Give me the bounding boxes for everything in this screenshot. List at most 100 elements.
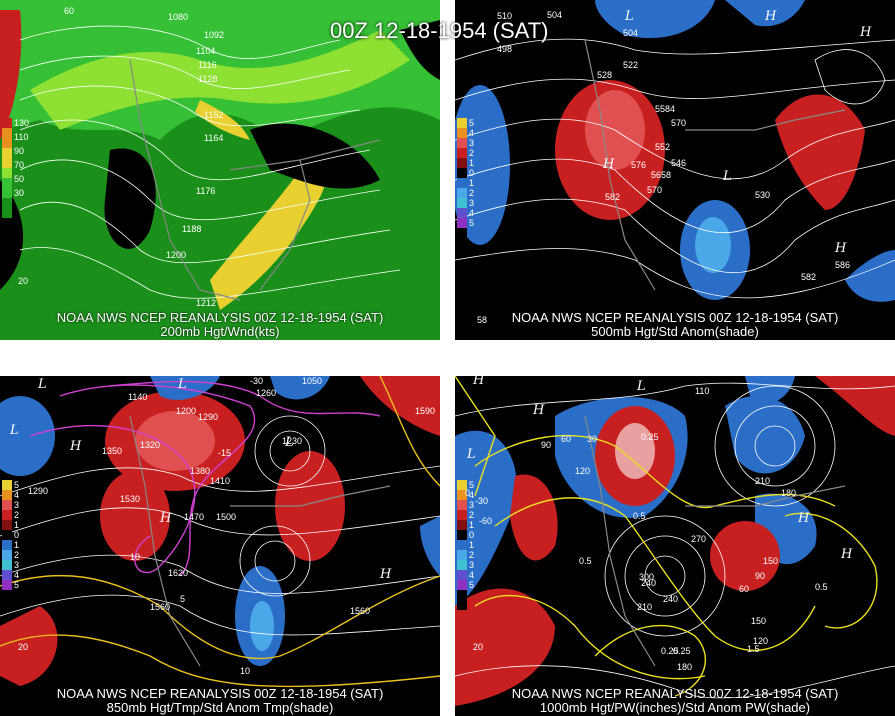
contour-value-label: 1200 bbox=[166, 250, 187, 260]
anom-negative-central bbox=[725, 396, 805, 474]
legend-label: 1 bbox=[469, 540, 475, 550]
contour-value-label: 1260 bbox=[256, 388, 277, 398]
wind-band-70 bbox=[30, 30, 410, 130]
low-marker: L bbox=[636, 379, 646, 394]
contour-value-label: 0.25 bbox=[641, 432, 659, 442]
legend-label: 0 bbox=[469, 168, 475, 178]
anom-negative-west bbox=[0, 396, 55, 476]
map-850mb: L L H L H L H bbox=[0, 376, 440, 716]
caption-field: 500mb Hgt/Std Anom(shade) bbox=[591, 324, 759, 339]
height-contours bbox=[0, 415, 440, 636]
contour-value-label: 552 bbox=[655, 142, 671, 152]
contour-value-label: 570 bbox=[671, 118, 687, 128]
contour-value-label: 1200 bbox=[176, 406, 197, 416]
legend-label: 4 bbox=[14, 490, 20, 500]
contour-value-label: 240 bbox=[641, 578, 657, 588]
contour-value-label: 150 bbox=[751, 616, 767, 626]
temperature-contours-warm bbox=[0, 376, 440, 688]
high-marker: H bbox=[532, 403, 545, 418]
legend-label: 130 bbox=[14, 118, 30, 128]
temperature-contours bbox=[29, 380, 381, 577]
contour-value-label: 110 bbox=[695, 386, 710, 396]
legend-label: 3 bbox=[469, 560, 475, 570]
map-1000mb: L H L H H H bbox=[455, 376, 895, 716]
low-marker: L bbox=[722, 169, 732, 184]
legend-label: 70 bbox=[14, 160, 25, 170]
contour-value-label: 1188 bbox=[182, 224, 202, 234]
contour-value-label: 504 bbox=[547, 10, 563, 20]
low-marker: L bbox=[466, 447, 476, 462]
contour-value-label: -15 bbox=[218, 448, 232, 458]
contour-value-label: 510 bbox=[497, 11, 513, 21]
height-contours bbox=[19, 25, 401, 299]
anom-positive-southwest bbox=[455, 588, 555, 706]
contour-value-label: 1560 bbox=[350, 606, 371, 616]
contour-value-label: 582 bbox=[801, 272, 817, 282]
legend-label: 1 bbox=[469, 520, 475, 530]
legend-label: 4 bbox=[469, 490, 475, 500]
contour-value-label: 1230 bbox=[282, 436, 303, 446]
contour-value-label: 1092 bbox=[204, 30, 225, 40]
legend-label: 4 bbox=[469, 128, 475, 138]
anom-positive-central bbox=[275, 451, 345, 561]
anom-negative-north bbox=[595, 0, 715, 39]
contour-value-label: 1620 bbox=[168, 568, 189, 578]
legend-label: 3 bbox=[469, 198, 475, 208]
low-marker: L bbox=[177, 377, 187, 392]
page-title: 00Z 12-18-1954 (SAT) bbox=[330, 18, 549, 43]
legend-label: 0 bbox=[14, 530, 20, 540]
contour-value-label: 0.5 bbox=[579, 556, 592, 566]
height-contours bbox=[455, 382, 895, 699]
legend-label: 5 bbox=[469, 118, 475, 128]
wind-legend bbox=[2, 118, 12, 258]
map-500mb: L H H L H H bbox=[455, 0, 895, 340]
contour-value-label: 240 bbox=[663, 594, 679, 604]
contour-value-label: -30 bbox=[475, 496, 489, 506]
legend-label: 30 bbox=[14, 188, 25, 198]
legend-label: 3 bbox=[469, 500, 475, 510]
legend-label: 5 bbox=[469, 480, 475, 490]
contour-value-label: 582 bbox=[605, 192, 621, 202]
caption-field: 1000mb Hgt/PW(inches)/Std Anom PW(shade) bbox=[539, 700, 811, 715]
contour-value-label: 120 bbox=[575, 466, 591, 476]
pw-contours bbox=[455, 376, 878, 697]
contour-value-label: 1104 bbox=[196, 46, 216, 56]
low-marker: L bbox=[37, 377, 47, 392]
contour-value-label: 1560 bbox=[150, 602, 171, 612]
contour-value-label: 1350 bbox=[102, 446, 123, 456]
contour-value-label: 120 bbox=[753, 636, 769, 646]
contour-value-label: 270 bbox=[691, 534, 707, 544]
legend-label: 5 bbox=[469, 580, 475, 590]
legend-label: 1 bbox=[14, 520, 20, 530]
legend-label: 2 bbox=[14, 510, 20, 520]
wind-band-90-north bbox=[195, 100, 250, 140]
legend-label: 4 bbox=[14, 570, 20, 580]
contour-value-label: 1176 bbox=[196, 186, 216, 196]
high-marker: H bbox=[602, 157, 615, 172]
high-marker: H bbox=[840, 547, 853, 562]
contour-value-label: 530 bbox=[755, 190, 771, 200]
contour-value-label: 586 bbox=[835, 260, 851, 270]
lat-label-bottom: 20 bbox=[18, 642, 29, 652]
contour-value-label: 1590 bbox=[415, 406, 436, 416]
contour-value-label: 1290 bbox=[198, 412, 219, 422]
contour-value-label: 150 bbox=[763, 556, 779, 566]
anom-negative-central-core bbox=[695, 217, 731, 273]
contour-value-label: 0 bbox=[465, 488, 471, 498]
contour-value-label: 0.25 bbox=[661, 646, 679, 656]
map-200mb bbox=[0, 0, 440, 340]
contour-value-label: 1380 bbox=[190, 466, 211, 476]
contour-value-label: 1212 bbox=[196, 298, 217, 308]
contour-value-label: 1320 bbox=[140, 440, 161, 450]
contour-value-label: 570 bbox=[647, 185, 663, 195]
high-marker: H bbox=[764, 9, 777, 24]
caption-field: 200mb Hgt/Wnd(kts) bbox=[160, 324, 280, 339]
high-marker: H bbox=[159, 511, 172, 526]
anomaly-legend bbox=[457, 480, 467, 610]
legend-label: 90 bbox=[14, 146, 25, 156]
contour-value-label: 576 bbox=[631, 160, 647, 170]
legend-label: 5 bbox=[14, 580, 20, 590]
contour-value-label: 90 bbox=[541, 440, 552, 450]
calm-area-northeast bbox=[400, 20, 440, 80]
